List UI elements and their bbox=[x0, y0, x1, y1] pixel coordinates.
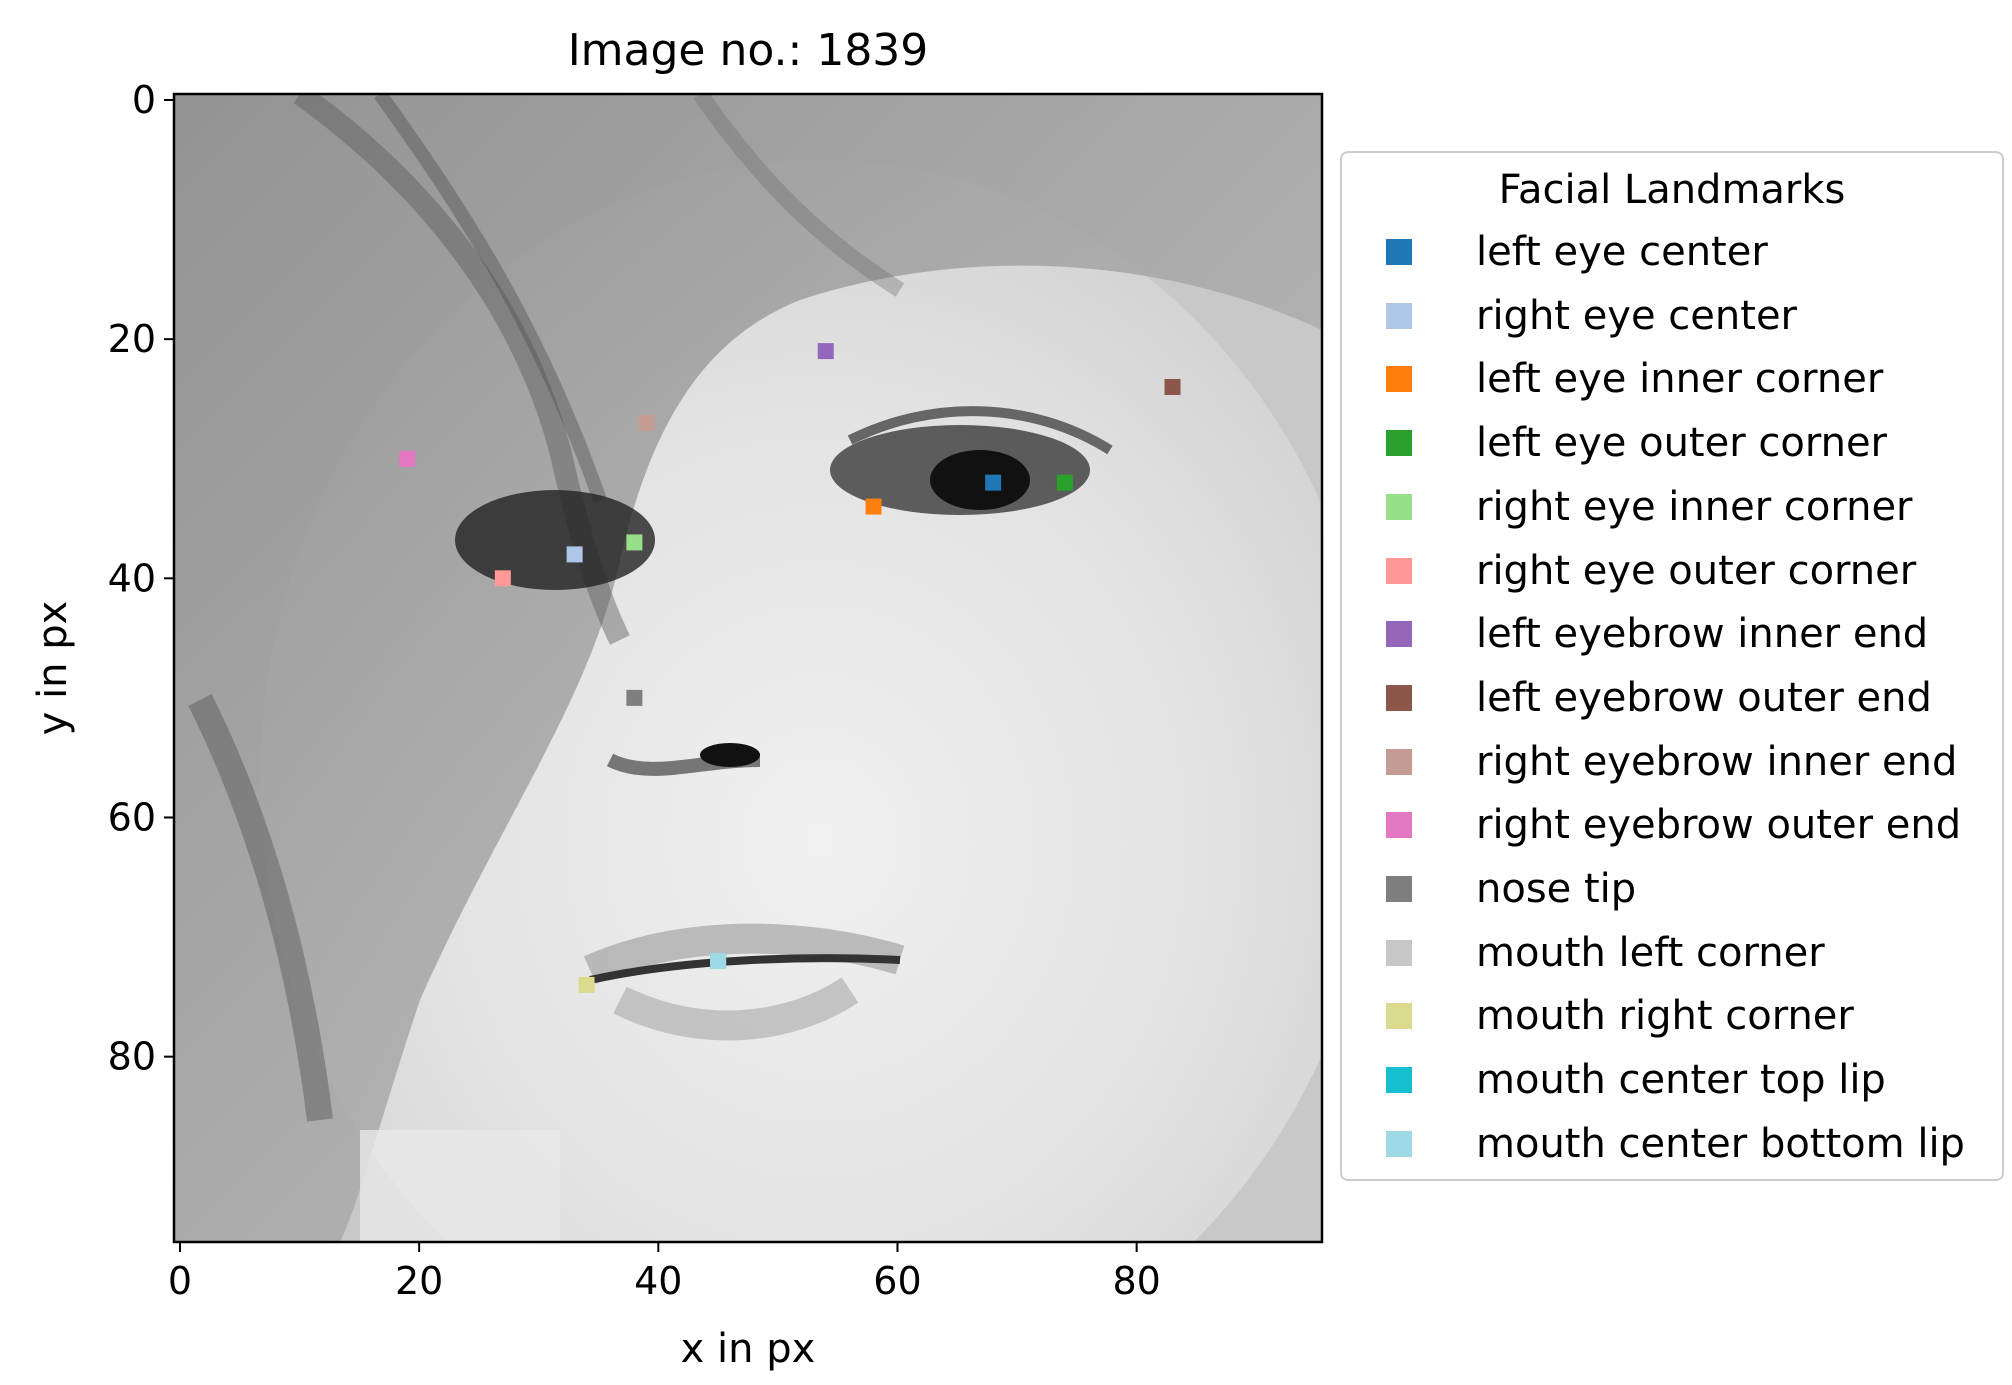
landmark-marks bbox=[399, 343, 1181, 993]
legend-swatch bbox=[1386, 876, 1412, 902]
x-tick-label: 80 bbox=[1112, 1259, 1160, 1303]
x-axis-label: x in px bbox=[681, 1326, 816, 1372]
legend-item: mouth left corner bbox=[1386, 928, 1825, 978]
legend-item: mouth center bottom lip bbox=[1386, 1119, 1965, 1169]
legend-swatch bbox=[1386, 239, 1412, 265]
landmark-point-right-eyebrow-inner-end bbox=[638, 414, 655, 431]
x-tick-label: 40 bbox=[634, 1259, 682, 1303]
plot-frame bbox=[172, 92, 1324, 1244]
legend-swatch bbox=[1386, 748, 1412, 775]
legend-swatch bbox=[1386, 621, 1412, 648]
chart-title: Image no.: 1839 bbox=[568, 25, 929, 76]
legend: Facial Landmarks left eye center right ey… bbox=[1340, 151, 2004, 1181]
y-tick-label: 80 bbox=[108, 1035, 156, 1079]
landmark-point-mouth-right-corner bbox=[578, 976, 595, 993]
legend-label: mouth center bottom lip bbox=[1476, 1120, 1965, 1167]
legend-swatch bbox=[1386, 493, 1412, 520]
legend-swatch bbox=[1386, 557, 1412, 584]
legend-swatch bbox=[1386, 1130, 1412, 1157]
landmark-point-left-eyebrow-inner-end bbox=[817, 343, 834, 360]
legend-label: left eye inner corner bbox=[1476, 356, 1884, 403]
x-tick-label: 60 bbox=[873, 1259, 921, 1303]
legend-item: right eye center bbox=[1386, 291, 1797, 341]
landmark-point-right-eye-center bbox=[566, 546, 583, 563]
legend-label: right eyebrow outer end bbox=[1476, 802, 1962, 849]
x-tick-label: 0 bbox=[168, 1259, 192, 1303]
landmark-point-right-eyebrow-outer-end bbox=[399, 450, 416, 467]
legend-swatch bbox=[1386, 1067, 1412, 1094]
y-tick-label: 60 bbox=[108, 795, 156, 839]
legend-swatch bbox=[1386, 366, 1412, 393]
legend-item: mouth right corner bbox=[1386, 991, 1854, 1041]
y-tick-label: 20 bbox=[108, 317, 156, 361]
legend-label: right eyebrow inner end bbox=[1476, 738, 1958, 785]
legend-swatch bbox=[1386, 1003, 1412, 1030]
legend-item: right eyebrow inner end bbox=[1386, 737, 1957, 787]
legend-item: left eye center bbox=[1386, 227, 1768, 277]
legend-item: mouth center top lip bbox=[1386, 1055, 1886, 1105]
legend-label: nose tip bbox=[1476, 866, 1637, 912]
legend-item: left eye outer corner bbox=[1386, 418, 1887, 468]
legend-label: left eye center bbox=[1476, 229, 1768, 275]
legend-label: right eye center bbox=[1476, 292, 1797, 339]
legend-label: right eye outer corner bbox=[1476, 547, 1917, 594]
legend-item: right eyebrow outer end bbox=[1386, 800, 1961, 850]
legend-swatch bbox=[1386, 812, 1412, 839]
legend-label: left eyebrow inner end bbox=[1476, 611, 1929, 658]
x-axis-ticks: 0 20 40 60 80 bbox=[168, 1242, 1161, 1303]
legend-label: mouth right corner bbox=[1476, 993, 1854, 1040]
landmark-point-left-eyebrow-outer-end bbox=[1164, 378, 1181, 395]
legend-item: left eyebrow outer end bbox=[1386, 673, 1932, 723]
y-tick-label: 40 bbox=[108, 556, 156, 600]
legend-swatch bbox=[1386, 302, 1412, 329]
y-tick-label: 0 bbox=[132, 78, 156, 122]
legend-label: left eye outer corner bbox=[1476, 420, 1887, 467]
legend-label: left eyebrow outer end bbox=[1476, 674, 1932, 721]
legend-swatch bbox=[1386, 939, 1412, 966]
x-tick-label: 20 bbox=[395, 1259, 443, 1303]
legend-swatch bbox=[1386, 684, 1412, 711]
legend-label: right eye inner corner bbox=[1476, 483, 1913, 530]
legend-label: mouth left corner bbox=[1476, 929, 1825, 976]
landmark-point-left-eye-inner-corner bbox=[865, 498, 882, 515]
y-axis-ticks: 0 20 40 60 80 bbox=[108, 78, 174, 1079]
legend-item: left eye inner corner bbox=[1386, 354, 1883, 404]
y-axis-label: y in px bbox=[30, 601, 76, 736]
legend-title: Facial Landmarks bbox=[1498, 167, 1846, 213]
landmark-point-mouth-center-bottom-lip bbox=[710, 952, 727, 969]
legend-item: right eye inner corner bbox=[1386, 482, 1913, 532]
legend-item: left eyebrow inner end bbox=[1386, 609, 1928, 659]
landmark-point-right-eye-outer-corner bbox=[494, 570, 511, 587]
legend-swatch bbox=[1386, 430, 1412, 457]
landmark-point-nose-tip bbox=[626, 689, 643, 706]
legend-item: nose tip bbox=[1386, 864, 1636, 914]
face-image bbox=[174, 94, 1322, 1242]
landmark-point-right-eye-inner-corner bbox=[626, 534, 643, 551]
landmark-point-left-eye-outer-corner bbox=[1056, 474, 1073, 491]
landmark-point-left-eye-center bbox=[985, 474, 1002, 491]
legend-label: mouth center top lip bbox=[1476, 1057, 1886, 1104]
legend-item: right eye outer corner bbox=[1386, 546, 1916, 596]
